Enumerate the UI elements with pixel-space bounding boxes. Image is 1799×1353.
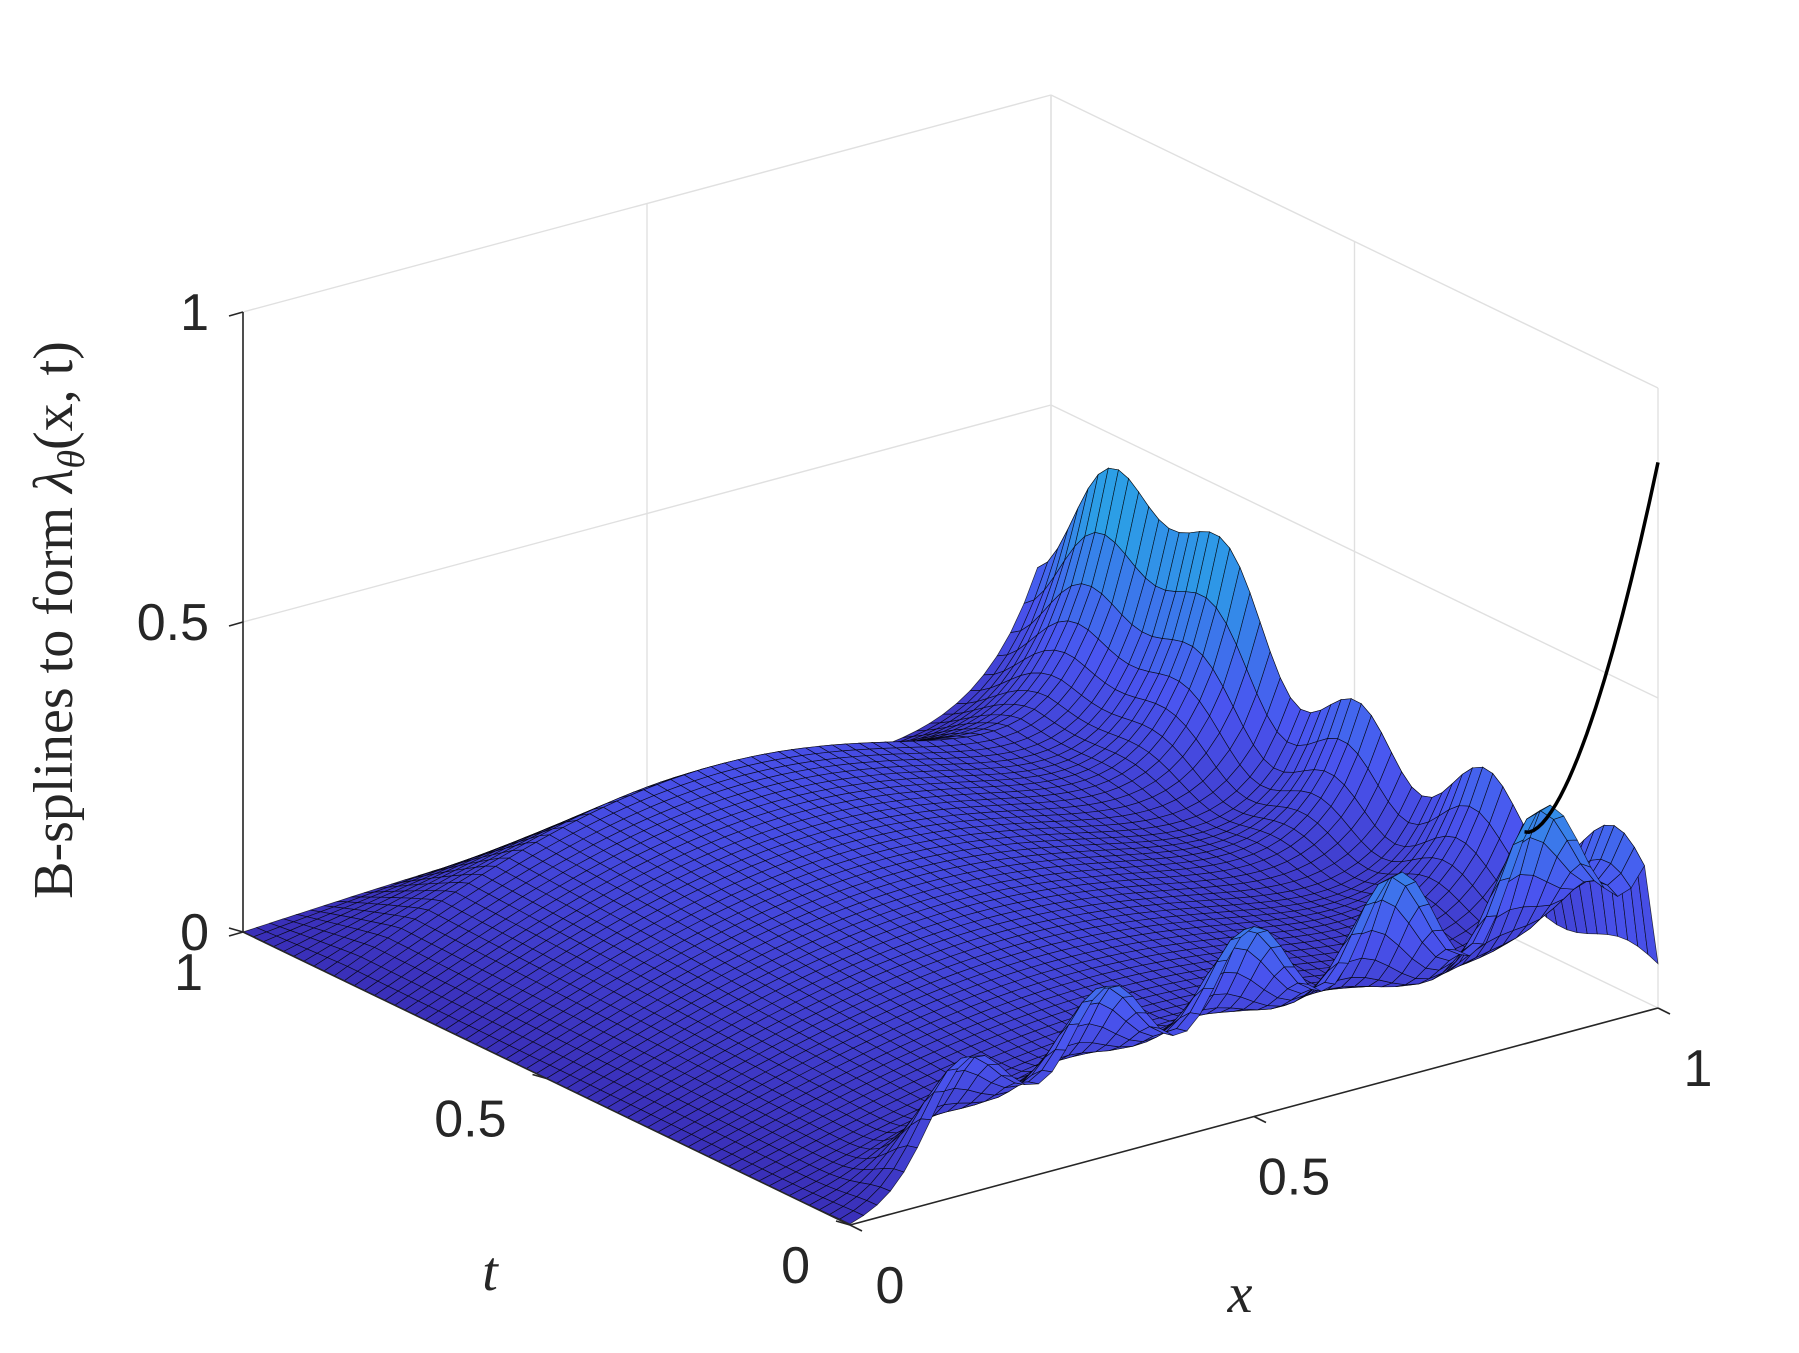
peak-line-path	[1524, 462, 1660, 834]
z-tick-label: 0	[180, 904, 209, 962]
z-tick	[228, 311, 244, 317]
t-tick	[228, 927, 244, 933]
surface-patch	[839, 1210, 865, 1225]
t-tick	[532, 1073, 547, 1080]
surface-mesh	[242, 467, 1659, 1225]
t-tick	[835, 1220, 851, 1226]
x-tick	[1657, 1007, 1671, 1015]
x-axis-label: x	[1227, 1263, 1253, 1325]
z-tick-label: 0.5	[137, 594, 209, 652]
t-tick-label: 0	[781, 1237, 810, 1295]
x-tick-label: 1	[1684, 1040, 1713, 1098]
x-tick	[1253, 1115, 1267, 1124]
t-tick-label: 1	[174, 944, 203, 1002]
z-tick	[228, 931, 244, 937]
z-tick	[228, 621, 244, 627]
t-tick-label: 0.5	[434, 1091, 506, 1149]
x-tick-label: 0	[876, 1257, 905, 1315]
t-axis-label: t	[482, 1241, 499, 1303]
x-tick-label: 0.5	[1258, 1149, 1330, 1207]
x-tick	[849, 1224, 863, 1232]
peak-line	[1524, 462, 1660, 834]
z-axis-label: B-splines to form λθ(x, t)	[23, 341, 93, 899]
z-tick-label: 1	[180, 284, 209, 342]
